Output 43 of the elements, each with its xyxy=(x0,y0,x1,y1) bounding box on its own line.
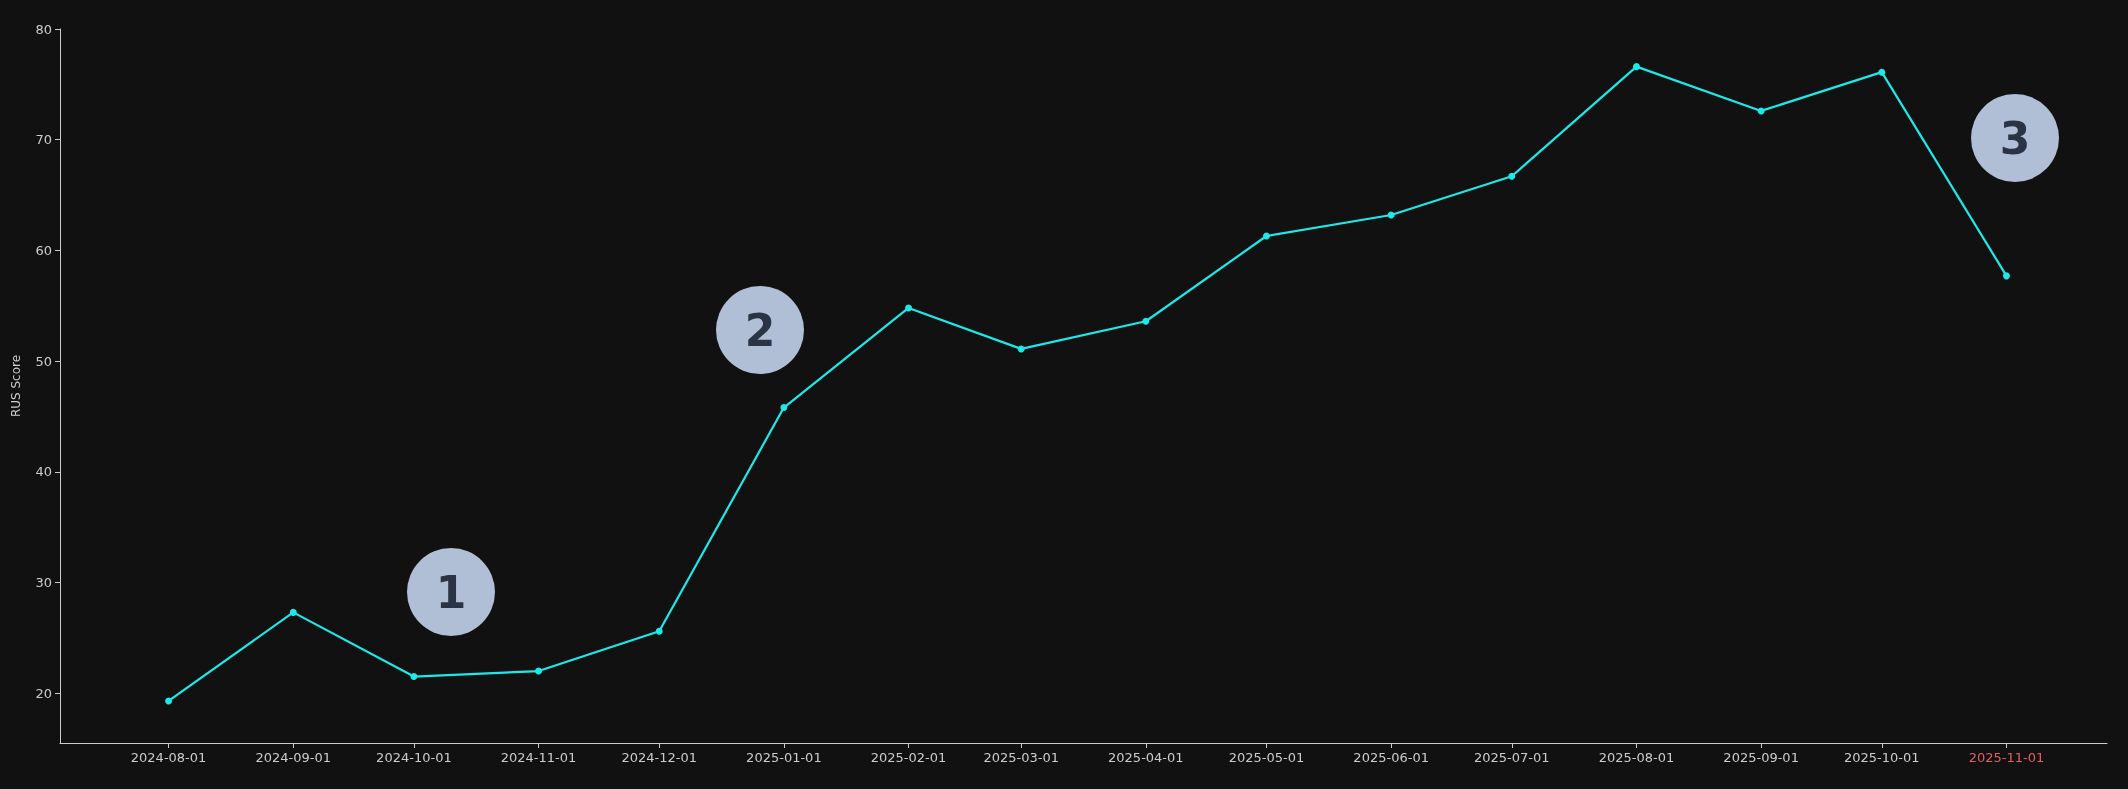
point xyxy=(535,667,543,675)
y-tick-label: 50 xyxy=(35,353,52,369)
y-tick-label: 80 xyxy=(35,21,52,37)
point xyxy=(2002,272,2010,280)
x-tick-label: 2025-07-01 xyxy=(1474,750,1550,765)
point xyxy=(655,627,663,635)
point xyxy=(1878,68,1886,76)
point xyxy=(905,304,913,312)
point xyxy=(410,673,418,681)
y-tick-label: 40 xyxy=(35,464,52,480)
x-tick-label: 2025-02-01 xyxy=(870,750,947,765)
annotation: 1 xyxy=(407,548,495,636)
x-tick-label: 2024-09-01 xyxy=(255,750,332,765)
x-tick-label: 2025-01-01 xyxy=(746,750,822,765)
x-tick-label: 2025-05-01 xyxy=(1228,750,1305,765)
x-tick-label: 2025-11-01 xyxy=(1968,750,2045,765)
point xyxy=(1757,107,1765,115)
y-tick-label: 30 xyxy=(35,574,52,590)
x-tick-label: 2025-06-01 xyxy=(1353,750,1429,765)
x-tick-label: 2024-12-01 xyxy=(621,750,697,765)
x-tick-label: 2025-10-01 xyxy=(1844,750,1920,765)
point xyxy=(1508,172,1516,180)
x-tick-label: 2025-04-01 xyxy=(1108,750,1184,765)
annotation: 2 xyxy=(716,286,804,374)
x-tick-label: 2024-10-01 xyxy=(376,750,452,765)
y-tick-label: 70 xyxy=(35,132,52,148)
y-tick-label: 20 xyxy=(35,685,52,701)
y-tick-label: 60 xyxy=(35,242,52,258)
point xyxy=(1262,232,1270,240)
point xyxy=(1632,63,1640,71)
x-tick-label: 2024-11-01 xyxy=(500,750,577,765)
point xyxy=(780,404,788,412)
point xyxy=(289,608,297,616)
y-axis-title: RUS Score xyxy=(9,354,23,418)
point xyxy=(1142,317,1150,325)
x-tick-label: 2025-09-01 xyxy=(1723,750,1799,765)
point xyxy=(1017,345,1025,353)
annotation: 3 xyxy=(1971,94,2059,182)
x-tick-label: 2025-08-01 xyxy=(1598,750,1675,765)
point xyxy=(165,697,173,705)
x-tick-label: 2024-08-01 xyxy=(130,750,207,765)
x-tick-label: 2025-03-01 xyxy=(983,750,1059,765)
point xyxy=(1387,211,1395,219)
